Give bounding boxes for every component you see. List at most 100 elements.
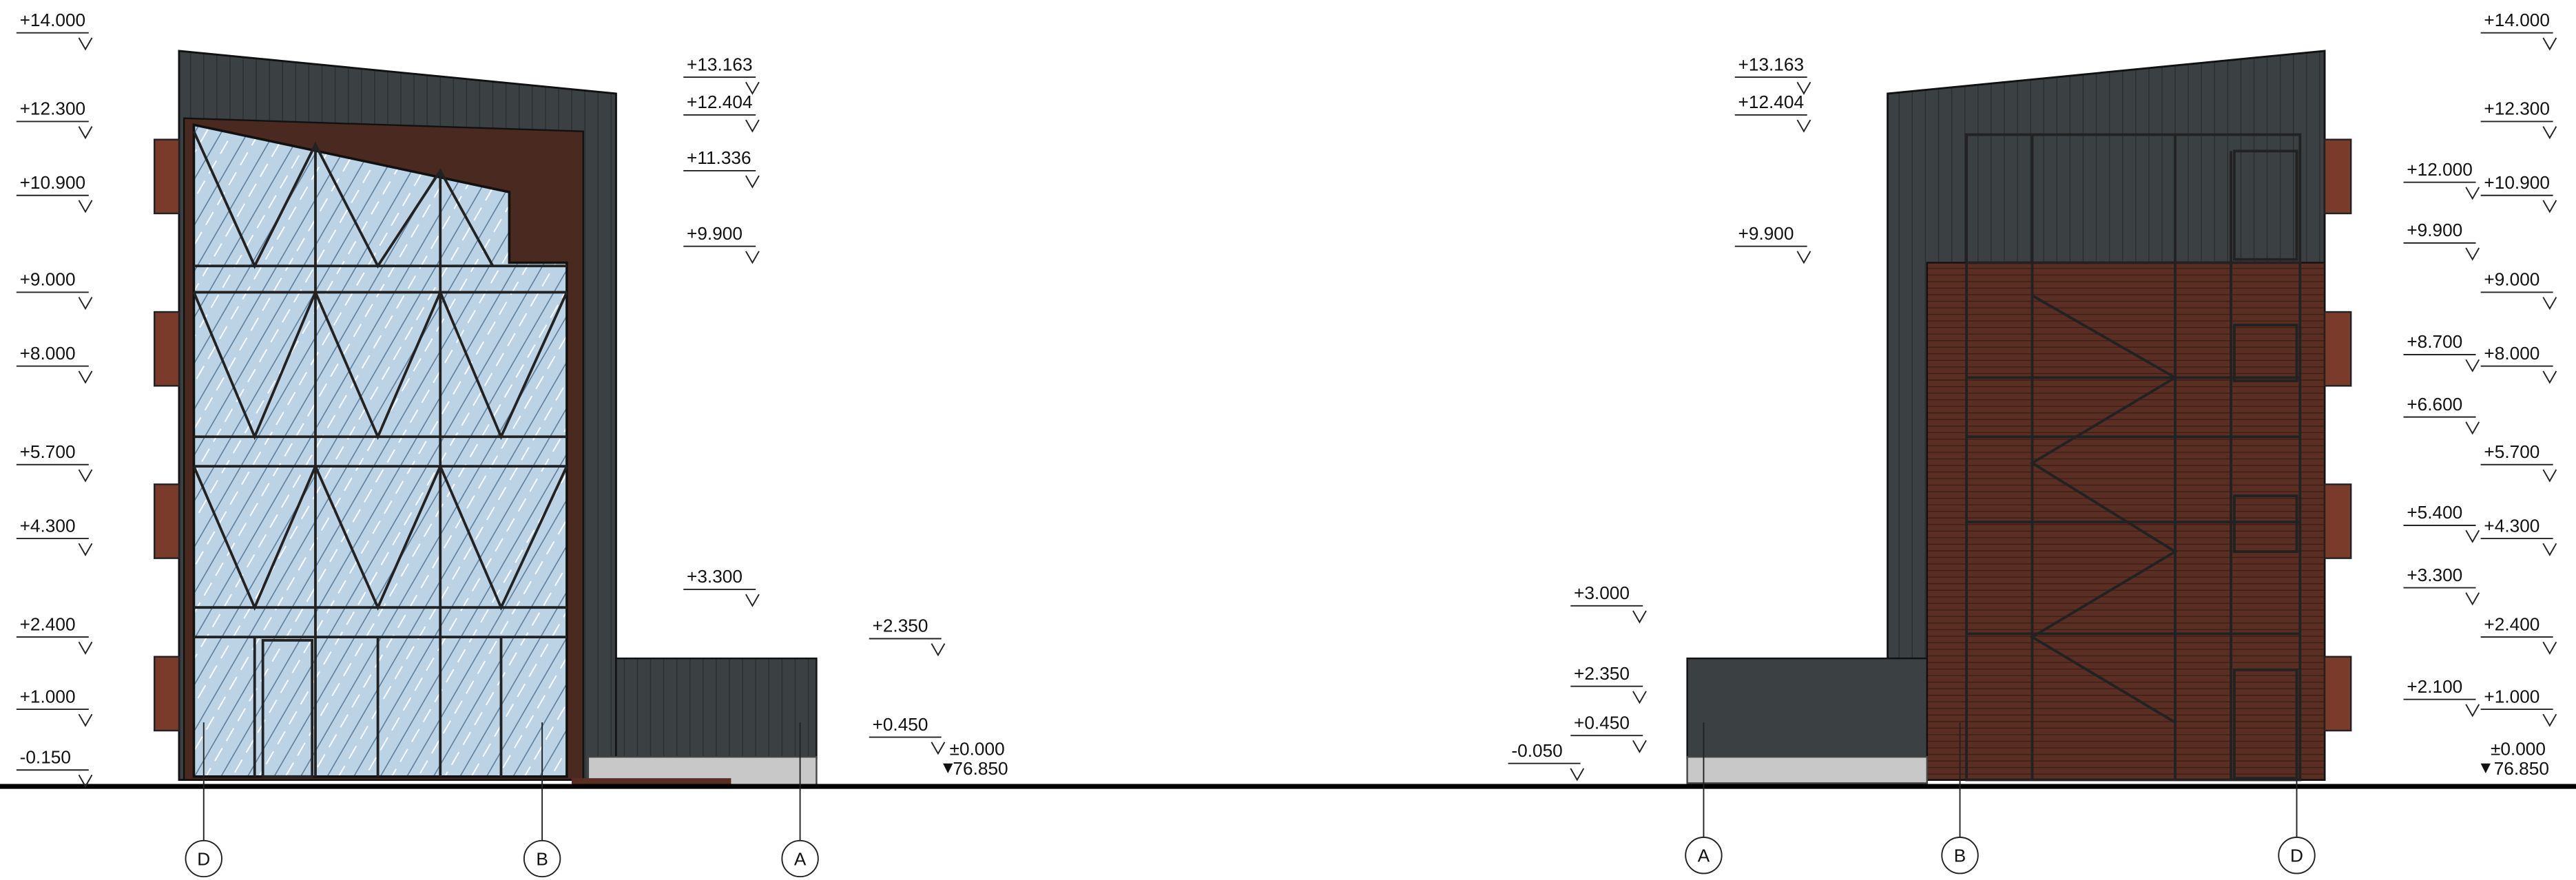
level-label: +9.000 <box>20 269 76 290</box>
level-arrow <box>78 200 93 213</box>
axis-label: D <box>2290 846 2303 866</box>
level-label: +8.000 <box>20 343 76 364</box>
level-label: +2.400 <box>2484 614 2539 634</box>
level-arrow <box>78 370 93 384</box>
level-arrow <box>1632 691 1647 704</box>
level-arrow <box>1570 768 1585 782</box>
level-label: +4.300 <box>2484 515 2539 536</box>
level-label: +10.900 <box>2484 172 2550 193</box>
level-arrow <box>2542 469 2557 483</box>
level-arrow <box>2465 247 2480 261</box>
level-label: ±0.000 <box>2491 739 2546 759</box>
left-building <box>154 50 818 787</box>
axis-label: B <box>536 848 548 869</box>
level-arrow <box>2542 543 2557 556</box>
level-label: +2.400 <box>20 614 76 634</box>
level-arrow <box>2542 200 2557 213</box>
level-arrow <box>2542 641 2557 655</box>
level-label: +0.450 <box>873 714 928 735</box>
level-label: +12.300 <box>2484 98 2550 119</box>
level-arrow <box>745 119 760 133</box>
level-label: +9.900 <box>2407 220 2462 240</box>
level-arrow <box>2542 713 2557 727</box>
level-label: -0.150 <box>20 746 71 767</box>
level-arrow <box>931 742 946 755</box>
level-label: +1.000 <box>20 686 76 706</box>
level-label: -0.050 <box>1511 740 1562 761</box>
level-label: 76.850 <box>953 758 1008 779</box>
level-arrow <box>78 126 93 140</box>
level-label: +12.300 <box>20 98 86 119</box>
level-arrow <box>2542 126 2557 140</box>
level-label: +8.000 <box>2484 343 2539 364</box>
level-arrow <box>1796 251 1811 264</box>
level-arrow <box>78 469 93 483</box>
level-label: +11.336 <box>687 147 751 168</box>
level-label: +12.000 <box>2407 159 2473 180</box>
level-label: +14.000 <box>2484 10 2550 30</box>
level-label: +6.600 <box>2407 394 2462 415</box>
axis-label: D <box>197 848 210 869</box>
axis-bubble <box>185 839 222 878</box>
level-arrow <box>2465 592 2480 606</box>
level-label: +0.450 <box>1574 712 1630 733</box>
level-label: +1.000 <box>2484 686 2539 706</box>
level-marker <box>943 763 953 774</box>
level-label: +13.163 <box>687 54 753 74</box>
level-arrow <box>745 81 760 95</box>
level-arrow <box>1796 119 1811 133</box>
level-arrow <box>745 594 760 607</box>
axis-bubble <box>1941 837 1979 874</box>
level-label: +13.163 <box>1738 54 1805 74</box>
level-arrow <box>2465 421 2480 435</box>
level-label: +9.900 <box>687 223 742 244</box>
level-arrow <box>931 643 946 657</box>
level-arrow <box>78 297 93 311</box>
level-arrow <box>78 543 93 556</box>
level-arrow <box>2465 359 2480 373</box>
axis-bubble <box>523 839 561 878</box>
axis-bubble <box>2278 837 2316 874</box>
right-building <box>1686 50 2352 784</box>
level-arrow <box>2465 187 2480 200</box>
level-arrow <box>1796 81 1811 95</box>
level-label: +2.100 <box>2407 676 2462 697</box>
level-arrow <box>2542 370 2557 384</box>
level-arrow <box>78 774 93 788</box>
level-label: +9.000 <box>2484 269 2539 290</box>
axis-label: A <box>794 848 807 869</box>
axis-label: B <box>1954 846 1966 866</box>
level-label: +5.400 <box>2407 502 2462 523</box>
level-marker <box>2480 763 2491 774</box>
level-arrow <box>78 641 93 655</box>
axis-bubble <box>781 839 819 878</box>
level-arrow <box>2465 704 2480 717</box>
level-label: +2.350 <box>1574 663 1630 684</box>
level-label: +5.700 <box>20 441 76 462</box>
level-arrow <box>2542 297 2557 311</box>
level-label: +3.000 <box>1574 583 1630 603</box>
level-label: ±0.000 <box>950 739 1005 759</box>
level-arrow <box>78 37 93 51</box>
level-arrow <box>1632 740 1647 753</box>
level-label: +12.404 <box>1738 92 1805 112</box>
level-label: +2.350 <box>873 616 928 636</box>
level-arrow <box>78 713 93 727</box>
level-arrow <box>745 251 760 264</box>
level-label: +3.300 <box>687 566 742 587</box>
level-label: +4.300 <box>20 515 76 536</box>
axis-label: A <box>1698 846 1710 866</box>
level-label: +5.700 <box>2484 441 2539 462</box>
level-arrow <box>1632 610 1647 624</box>
level-label: +12.404 <box>687 92 753 112</box>
level-label: +9.900 <box>1738 223 1794 244</box>
level-label: 76.850 <box>2494 758 2549 779</box>
axis-bubble <box>1685 837 1723 874</box>
level-arrow <box>2542 37 2557 51</box>
level-arrow <box>2465 530 2480 543</box>
level-label: +14.000 <box>20 10 86 30</box>
level-arrow <box>745 175 760 189</box>
level-label: +8.700 <box>2407 331 2462 352</box>
level-label: +3.300 <box>2407 565 2462 585</box>
